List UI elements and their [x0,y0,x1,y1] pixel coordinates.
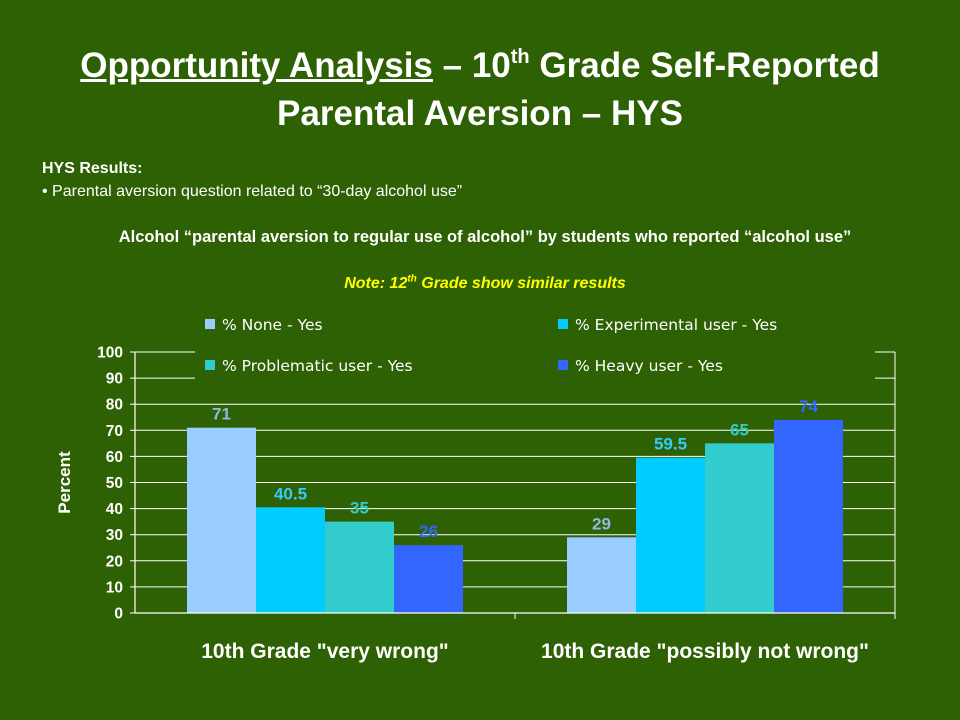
chart-note-part1: Note: 12 [344,275,408,292]
bar [256,507,325,613]
axes: 0 10 20 30 40 50 60 70 80 90 100 Percent 10th Grade … [55,345,896,663]
x-category-label: 10th Grade "possibly not wrong" [541,640,869,663]
data-label: 59.5 [654,435,687,454]
bar [774,419,843,613]
slide-title-part3: Grade Self-Reported Parental Aversion – … [277,46,880,133]
data-label: 74 [799,397,818,416]
y-tick-label: 100 [97,345,123,362]
x-category-label: 10th Grade "very wrong" [201,640,449,663]
y-axis-label: Percent [55,451,74,514]
bar [394,545,463,613]
data-label: 29 [592,514,611,533]
chart-note: Note: 12th Grade show similar results [60,273,910,293]
chart-title: Alcohol “parental aversion to regular us… [118,228,852,246]
hys-results-heading: HYS Results: [42,160,143,177]
chart-note-part2: Grade show similar results [416,275,626,292]
data-label: 26 [419,522,438,541]
legend-entry-label: % Problematic user - Yes [222,357,413,375]
legend-swatch [558,319,568,329]
y-tick-label: 40 [106,501,123,518]
data-label: 71 [212,405,231,424]
y-tick-label: 80 [106,397,123,414]
hys-results-bullet: • Parental aversion question related to … [42,183,463,200]
data-labels: 71 40.5 35 26 29 59.5 65 74 [212,397,818,541]
y-tick-label: 0 [114,606,123,623]
y-tick-label: 30 [106,527,123,544]
bars [187,419,843,613]
legend-swatch [558,360,568,370]
data-label: 40.5 [274,484,307,503]
y-tick-label: 10 [106,579,123,596]
legend: % None - Yes % Experimental user - Yes % P… [195,309,875,382]
slide-title: Opportunity Analysis – 10th Grade Self-R… [40,42,920,138]
legend-entry-label: % None - Yes [222,316,323,334]
y-tick-label: 50 [106,475,123,492]
bar [187,427,256,613]
legend-entry-label: % Experimental user - Yes [575,316,777,334]
bar [705,443,774,613]
slide-title-superscript: th [510,46,530,68]
bar [325,521,394,613]
y-tick-label: 60 [106,449,123,466]
legend-swatch [205,360,215,370]
y-tick-label: 20 [106,553,123,570]
y-tick-label: 90 [106,371,123,388]
legend-entry-label: % Heavy user - Yes [575,357,723,375]
legend-box [195,309,875,382]
y-tick-label: 70 [106,423,123,440]
chart-note-superscript: th [407,273,417,285]
slide-title-part2: – 10 [432,46,511,85]
data-label: 65 [730,420,749,439]
slide-title-underlined: Opportunity Analysis [80,46,433,85]
bar [636,457,705,613]
bar [567,537,636,613]
legend-swatch [205,319,215,329]
data-label: 35 [350,499,369,518]
